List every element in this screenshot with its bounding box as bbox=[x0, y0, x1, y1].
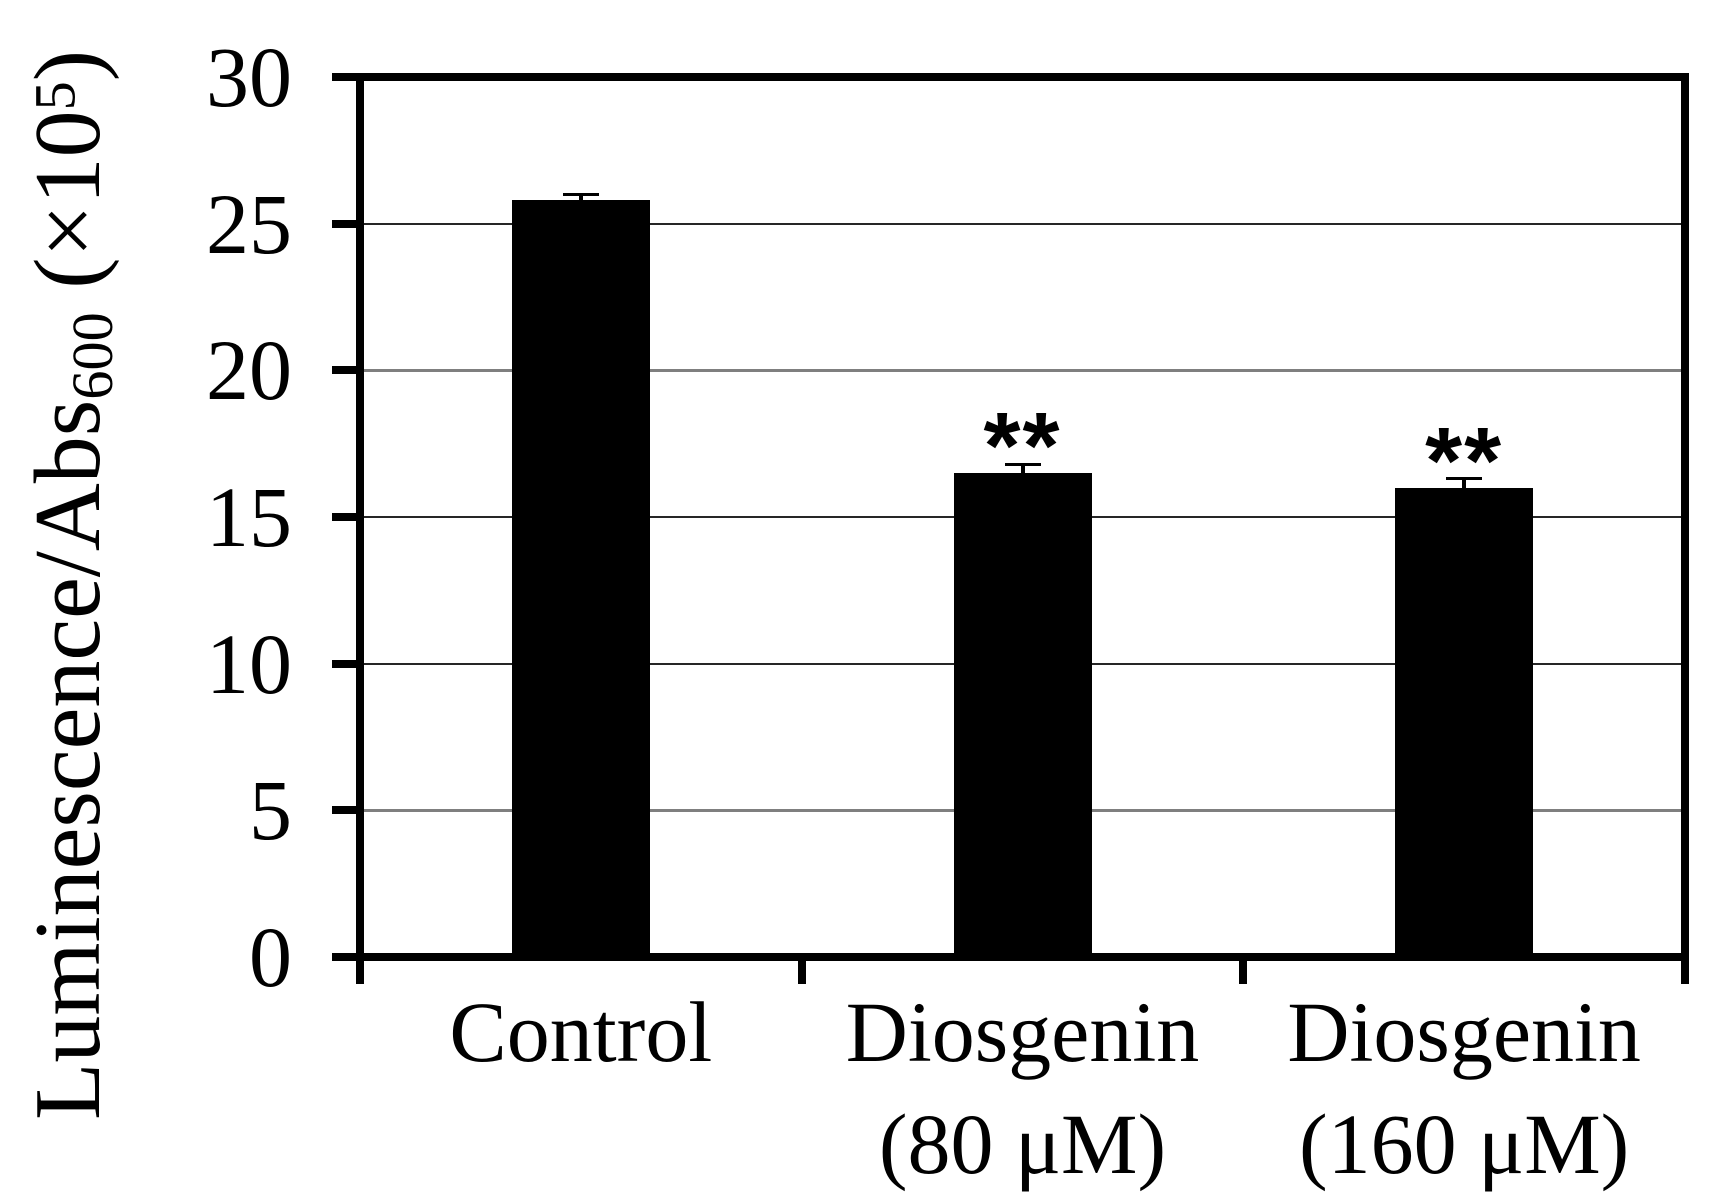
error-bar-stem bbox=[1462, 478, 1467, 500]
y-tick-5 bbox=[332, 806, 360, 815]
error-bar-stem bbox=[578, 194, 583, 213]
y-tick-label-5: 5 bbox=[249, 762, 292, 859]
bar-diosgenin-80-m- bbox=[953, 473, 1092, 957]
gridline-20 bbox=[364, 368, 1681, 372]
bar-diosgenin-160-m- bbox=[1395, 487, 1534, 957]
y-tick-label-30: 30 bbox=[206, 29, 292, 125]
x-category-label-line: (80 μM) bbox=[878, 1096, 1167, 1192]
error-bar-cap bbox=[1446, 477, 1483, 481]
y-tick-10 bbox=[332, 659, 360, 668]
x-category-label-2: Diosgenin (80 μM) bbox=[793, 976, 1253, 1199]
error-bar-cap bbox=[562, 192, 599, 196]
x-tick-2 bbox=[1239, 957, 1248, 984]
y-tick-label-20: 20 bbox=[206, 322, 292, 419]
x-tick-0 bbox=[356, 957, 364, 984]
x-category-label-1: Control bbox=[351, 976, 811, 1088]
y-tick-20 bbox=[332, 366, 360, 375]
y-tick-25 bbox=[332, 219, 360, 228]
bar-control bbox=[511, 200, 650, 957]
error-bar-stem bbox=[1020, 464, 1025, 485]
x-category-label-line: Control bbox=[449, 984, 713, 1080]
y-tick-0 bbox=[332, 953, 360, 961]
error-bar-cap bbox=[1004, 462, 1041, 466]
y-tick-30 bbox=[332, 73, 360, 81]
significance-marker: ** bbox=[983, 393, 1062, 500]
x-category-label-line: Diosgenin bbox=[845, 984, 1200, 1080]
y-axis-title-superscript: 5 bbox=[22, 81, 88, 111]
x-tick-3 bbox=[1681, 957, 1689, 984]
x-category-label-line: Diosgenin bbox=[1287, 984, 1641, 1080]
y-tick-label-0: 0 bbox=[249, 909, 292, 1005]
y-tick-label-25: 25 bbox=[206, 175, 292, 272]
significance-marker: ** bbox=[1425, 407, 1504, 514]
y-tick-15 bbox=[332, 513, 360, 521]
x-category-label-line: (160 μM) bbox=[1298, 1096, 1630, 1192]
y-tick-label-10: 10 bbox=[206, 615, 292, 712]
x-category-label-3: Diosgenin (160 μM) bbox=[1234, 976, 1694, 1199]
y-tick-label-15: 15 bbox=[206, 469, 292, 565]
x-tick-1 bbox=[797, 957, 806, 984]
gridline-25 bbox=[364, 222, 1681, 225]
